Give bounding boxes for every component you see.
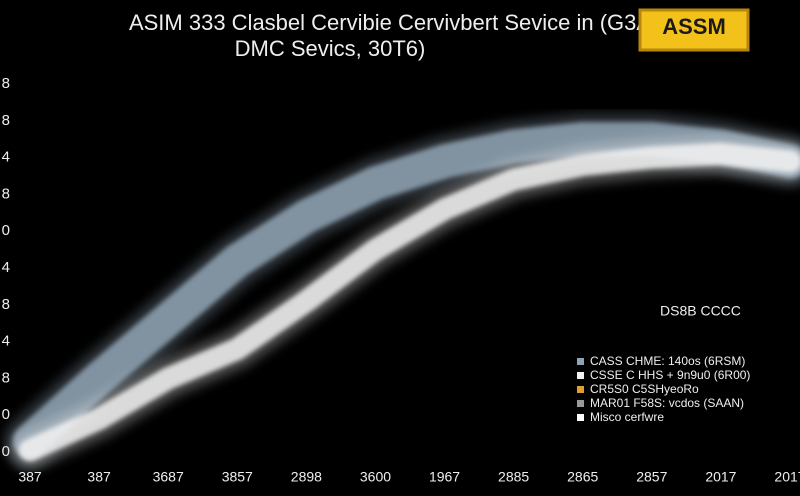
- legend-label: CSSE C HHS + 9n9u0 (6R00): [590, 368, 750, 382]
- legend-swatch: [577, 414, 584, 421]
- y-tick-label: 0: [2, 406, 10, 423]
- x-tick-label: 1967: [429, 469, 460, 485]
- x-tick-label: 2017: [705, 469, 736, 485]
- x-tick-label: 387: [18, 469, 42, 485]
- y-tick-label: 4: [2, 259, 10, 276]
- y-tick-label: 8: [2, 296, 10, 313]
- series-line: [19, 142, 800, 462]
- x-tick-label: 3857: [222, 469, 253, 485]
- y-tick-label: 8: [2, 369, 10, 386]
- y-tick-label: 8: [2, 112, 10, 129]
- legend-label: CR5S0 C5SHyeoRo: [590, 382, 699, 396]
- logo-badge: [638, 8, 750, 52]
- y-tick-label: 8: [2, 185, 10, 202]
- legend-swatch: [577, 358, 584, 365]
- legend-label: Misco cerfwre: [590, 410, 664, 424]
- legend-swatch: [577, 400, 584, 407]
- x-tick-label: 3600: [360, 469, 391, 485]
- x-tick-label: 387: [87, 469, 111, 485]
- legend-title: DS8B CCCC: [660, 303, 741, 319]
- chart-title: ASIM 333 Clasbel Cervibie Cervivbert Sev…: [129, 10, 651, 35]
- y-tick-label: 4: [2, 333, 10, 350]
- y-tick-label: 8: [2, 75, 10, 92]
- x-tick-label: 2865: [567, 469, 598, 485]
- x-tick-label: 2857: [636, 469, 667, 485]
- y-tick-label: 0: [2, 222, 10, 239]
- x-tick-label: 2017: [774, 469, 800, 485]
- legend-swatch: [577, 372, 584, 379]
- logo-text: ASSM: [662, 14, 726, 39]
- chart-subtitle: DMC Sevics, 30T6): [235, 36, 426, 61]
- x-tick-label: 2898: [291, 469, 322, 485]
- x-tick-label: 3687: [153, 469, 184, 485]
- y-tick-label: 4: [2, 149, 10, 166]
- legend-label: MAR01 F58S: vcdos (SAAN): [590, 396, 744, 410]
- x-tick-label: 2885: [498, 469, 529, 485]
- legend-swatch: [577, 386, 584, 393]
- legend-label: CASS CHME: 140os (6RSM): [590, 354, 745, 368]
- y-tick-label: 0: [2, 443, 10, 460]
